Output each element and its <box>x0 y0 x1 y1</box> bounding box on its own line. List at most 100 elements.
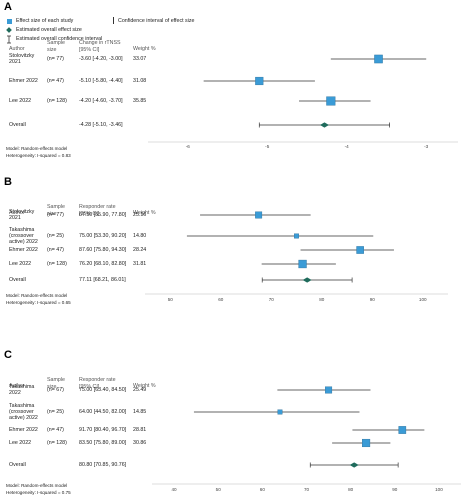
overall-effect-ci: -4.28 [-5.10, -3.46] <box>79 122 123 128</box>
study-sample-size: (n= 77) <box>47 212 64 218</box>
header-effect: Responder rate <box>79 204 116 210</box>
x-tick-label: 90 <box>370 297 376 302</box>
x-tick-label: 80 <box>348 487 354 492</box>
study-effect-marker <box>298 259 307 269</box>
study-weight: 35.85 <box>133 98 147 104</box>
model-note: Model: Random-effects model <box>6 146 68 151</box>
overall-diamond <box>349 462 359 468</box>
legend-estimated-overall-ci: Estimated overall confidence interval <box>16 36 103 42</box>
study-author: 2022 <box>9 390 21 396</box>
study-weight: 28.81 <box>133 427 147 433</box>
study-sample-size: (n= 47) <box>47 78 64 84</box>
study-author: Ehmer 2022 <box>9 77 38 84</box>
study-effect-ci: 76.20 [68.10, 82.80] <box>79 261 127 267</box>
x-tick-label: 70 <box>269 297 275 302</box>
model-note: Model: Random-effects model <box>6 483 68 488</box>
study-effect-marker <box>374 54 383 64</box>
header-weight: Weight % <box>133 210 156 216</box>
overall-diamond <box>319 122 329 128</box>
study-sample-size: (n= 25) <box>47 233 64 239</box>
x-tick-label: 40 <box>172 487 178 492</box>
study-effect-marker <box>356 246 364 254</box>
study-sample-size: (n= 67) <box>47 387 64 393</box>
study-author: Stolovitzky <box>9 208 35 215</box>
header-effect-ci: [95% CI] <box>79 47 100 53</box>
study-sample-size: (n= 128) <box>47 440 67 446</box>
study-author: Takashima <box>9 383 35 390</box>
study-author: Takashima <box>9 402 35 409</box>
header-effect: Change in rTNSS <box>79 40 121 46</box>
study-effect-marker <box>362 438 371 448</box>
overall-effect-ci: 80.80 [70.85, 90.76] <box>79 462 127 468</box>
heterogeneity-note: Heterogeneity: I-squared = 0.65 <box>6 300 71 305</box>
header-sample-size: Sample <box>47 204 65 210</box>
study-weight: 14.80 <box>133 233 147 239</box>
study-author: 2021 <box>9 215 21 221</box>
ci-legend-icon <box>113 17 114 24</box>
header-effect-ci: [95% CI] <box>79 384 100 390</box>
study-author: Ehmer 2022 <box>9 426 38 433</box>
study-effect-ci: 91.70 [80.40, 96.70] <box>79 427 127 433</box>
study-weight: 31.81 <box>133 261 147 267</box>
x-tick-label: -3 <box>424 144 429 149</box>
study-effect-marker <box>326 96 336 106</box>
header-author: Author <box>9 46 25 52</box>
study-sample-size: (n= 128) <box>47 98 67 104</box>
header-author: Author <box>9 210 25 216</box>
overall-diamond <box>302 277 312 283</box>
x-tick-label: -5 <box>265 144 270 149</box>
study-author: active) 2022 <box>9 415 38 422</box>
study-effect-marker <box>277 409 283 415</box>
legend-effect-size-each: Effect size of each study <box>16 18 74 24</box>
overall-label: Overall <box>9 277 26 283</box>
study-effect-marker <box>398 426 407 434</box>
x-tick-label: 50 <box>168 297 174 302</box>
x-tick-label: 100 <box>419 297 427 302</box>
heterogeneity-note: Heterogeneity: I-squared = 0.75 <box>6 490 71 495</box>
study-sample-size: (n= 47) <box>47 427 64 433</box>
study-weight: 33.07 <box>133 56 147 62</box>
x-tick-label: 80 <box>319 297 325 302</box>
header-sample-size-2: size <box>47 47 57 53</box>
study-effect-marker <box>294 233 299 239</box>
study-author: Lee 2022 <box>9 439 32 446</box>
study-sample-size: (n= 128) <box>47 261 67 267</box>
study-effect-ci: 83.50 [75.80, 89.00] <box>79 440 127 446</box>
x-tick-label: 90 <box>392 487 398 492</box>
x-tick-label: 100 <box>435 487 443 492</box>
model-note: Model: Random-effects model <box>6 293 68 298</box>
study-effect-ci: -3.60 [-4.20, -3.00] <box>79 56 123 62</box>
heterogeneity-note: Heterogeneity: I-squared = 0.83 <box>6 153 71 158</box>
x-tick-label: 50 <box>216 487 222 492</box>
panel-b-letter: B <box>4 176 12 188</box>
study-effect-marker <box>255 211 263 219</box>
study-effect-ci: 75.00 [63.40, 84.50] <box>79 387 127 393</box>
header-effect-ci: [95% CI] <box>79 211 100 217</box>
study-effect-ci: 75.00 [53.30, 90.20] <box>79 233 127 239</box>
study-author: (crossover <box>9 232 34 239</box>
overall-label: Overall <box>9 462 26 468</box>
study-author: (crossover <box>9 408 34 415</box>
x-tick-label: 70 <box>304 487 310 492</box>
study-author: Lee 2022 <box>9 260 32 267</box>
x-tick-label: -6 <box>186 144 191 149</box>
study-effect-ci: 87.60 [75.80, 94.30] <box>79 247 127 253</box>
panel-a-letter: A <box>4 1 12 13</box>
x-tick-label: -4 <box>345 144 350 149</box>
study-weight: 31.08 <box>133 78 147 84</box>
study-sample-size: (n= 25) <box>47 409 64 415</box>
study-author: 2021 <box>9 59 21 65</box>
study-marker-legend-icon <box>7 19 12 24</box>
overall-label: Overall <box>9 122 26 128</box>
x-tick-label: 60 <box>260 487 266 492</box>
study-author: Ehmer 2022 <box>9 246 38 253</box>
study-author: active) 2022 <box>9 239 38 246</box>
header-sample-size-2: size <box>47 211 57 217</box>
study-weight: 25.16 <box>133 212 147 218</box>
legend-ci-effect-size: Confidence interval of effect size <box>118 18 195 24</box>
overall-ci-legend-icon <box>7 35 11 44</box>
study-effect-marker <box>255 76 264 86</box>
study-effect-ci: -4.20 [-4.60, -3.70] <box>79 98 123 104</box>
